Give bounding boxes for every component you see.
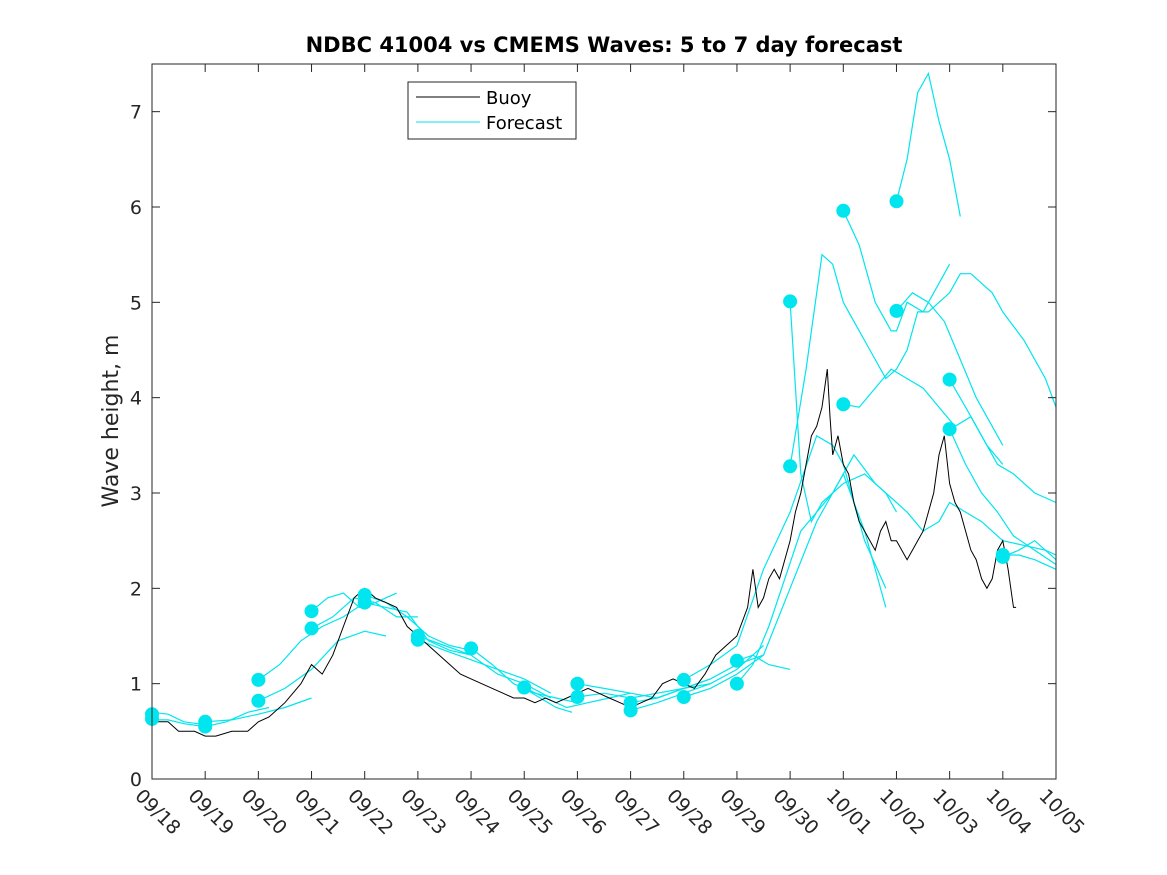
forecast-line-30 — [949, 428, 1057, 565]
forecast-point-13 — [517, 680, 532, 695]
forecast-point-24 — [836, 203, 851, 218]
y-tick-label-7: 7 — [130, 102, 142, 124]
forecast-line-9 — [364, 602, 472, 656]
plot-area — [145, 63, 1057, 780]
forecast-line-25 — [842, 210, 951, 332]
forecast-point-4 — [251, 672, 266, 687]
forecast-line-3 — [205, 706, 270, 728]
y-tick-label-0: 0 — [130, 769, 142, 791]
axes-box — [151, 63, 1057, 780]
forecast-point-5 — [251, 693, 266, 708]
forecast-point-11 — [410, 632, 425, 647]
forecast-line-29 — [949, 379, 1057, 504]
forecast-point-31 — [995, 548, 1010, 562]
forecast-line-1 — [152, 719, 206, 728]
y-tick-label-1: 1 — [130, 674, 142, 696]
forecast-line-0 — [151, 711, 206, 726]
y-tick-label-6: 6 — [130, 197, 142, 219]
forecast-point-6 — [304, 604, 319, 619]
forecast-line-5 — [258, 630, 387, 702]
forecast-line-14 — [523, 687, 573, 713]
forecast-point-18 — [676, 672, 691, 687]
forecast-line-2 — [205, 697, 312, 723]
forecast-line-13 — [523, 686, 631, 709]
forecast-line-21 — [736, 654, 791, 670]
chart-title: NDBC 41004 vs CMEMS Waves: 5 to 7 day fo… — [306, 33, 903, 57]
forecast-point-20 — [729, 653, 744, 668]
forecast-point-28 — [942, 372, 957, 387]
forecast-line-32 — [1002, 554, 1057, 570]
forecast-line-27 — [895, 71, 961, 217]
legend-box — [407, 81, 577, 140]
forecast-point-27 — [889, 303, 904, 318]
legend: Buoy Forecast — [407, 81, 577, 140]
forecast-line-28 — [896, 292, 1004, 446]
legend-buoy-label: Buoy — [486, 88, 532, 109]
forecast-point-26 — [889, 194, 904, 209]
forecast-point-29 — [942, 422, 957, 437]
forecast-line-31 — [1002, 539, 1057, 561]
forecast-point-3 — [198, 719, 213, 734]
y-axis-label: Wave height, m — [99, 335, 124, 508]
y-axis: 0 1 2 3 4 5 6 7 — [130, 102, 1056, 791]
y-tick-label-5: 5 — [130, 292, 142, 314]
forecast-point-23 — [783, 459, 798, 474]
forecast-point-7 — [304, 621, 319, 636]
forecast-line-24 — [789, 253, 1057, 467]
forecast-point-15 — [570, 690, 585, 704]
y-tick-label-2: 2 — [130, 578, 142, 600]
y-tick-label-3: 3 — [130, 483, 142, 505]
forecast-point-25 — [836, 397, 851, 412]
forecast-point-19 — [676, 690, 691, 704]
legend-forecast-label: Forecast — [486, 113, 562, 134]
forecast-point-22 — [783, 294, 798, 309]
forecast-point-14 — [570, 676, 585, 691]
forecast-point-9 — [357, 595, 372, 610]
forecast-point-12 — [464, 641, 479, 656]
y-tick-label-4: 4 — [130, 388, 142, 410]
forecast-line-11 — [417, 639, 552, 694]
forecast-point-21 — [729, 676, 744, 691]
forecast-point-17 — [623, 703, 638, 718]
